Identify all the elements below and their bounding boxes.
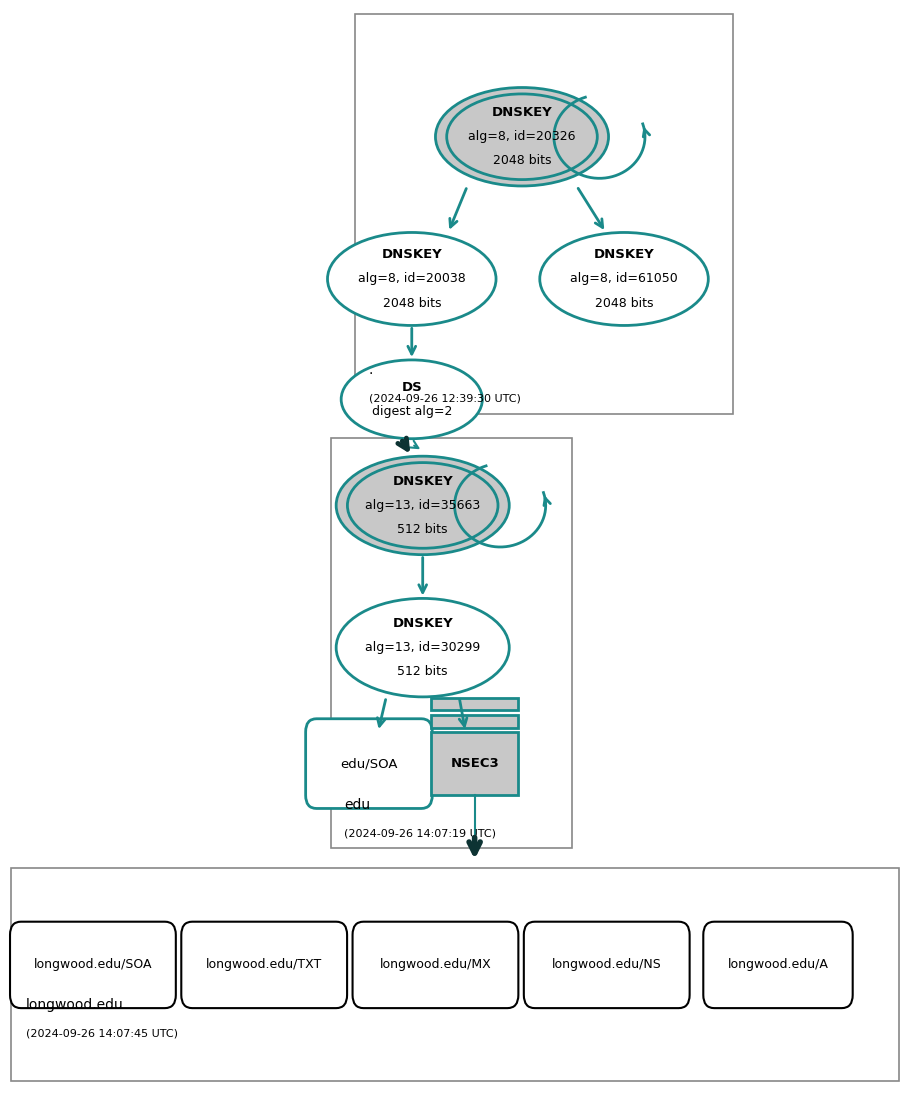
Text: DNSKEY: DNSKEY (393, 475, 453, 488)
FancyBboxPatch shape (331, 438, 572, 848)
Text: DNSKEY: DNSKEY (594, 248, 654, 261)
Text: (2024-09-26 14:07:19 UTC): (2024-09-26 14:07:19 UTC) (344, 828, 496, 838)
Text: DS: DS (402, 381, 422, 394)
FancyBboxPatch shape (181, 921, 347, 1009)
FancyBboxPatch shape (10, 921, 176, 1009)
Text: 2048 bits: 2048 bits (595, 296, 653, 310)
Text: 512 bits: 512 bits (397, 523, 448, 536)
FancyBboxPatch shape (306, 719, 433, 808)
Text: longwood.edu: longwood.edu (26, 998, 123, 1012)
FancyBboxPatch shape (355, 14, 733, 414)
Text: longwood.edu/NS: longwood.edu/NS (552, 958, 661, 971)
Text: alg=13, id=35663: alg=13, id=35663 (365, 499, 480, 512)
FancyBboxPatch shape (353, 921, 518, 1009)
Text: longwood.edu/A: longwood.edu/A (728, 958, 828, 971)
FancyBboxPatch shape (432, 714, 517, 728)
Text: alg=8, id=20326: alg=8, id=20326 (468, 130, 576, 143)
FancyBboxPatch shape (703, 921, 853, 1009)
FancyBboxPatch shape (432, 698, 517, 710)
Text: edu/SOA: edu/SOA (340, 757, 398, 770)
Text: alg=8, id=61050: alg=8, id=61050 (570, 272, 678, 286)
Ellipse shape (539, 233, 709, 326)
FancyBboxPatch shape (432, 732, 517, 795)
Text: digest alg=2: digest alg=2 (372, 405, 452, 418)
Text: alg=13, id=30299: alg=13, id=30299 (365, 641, 480, 654)
Text: (2024-09-26 14:07:45 UTC): (2024-09-26 14:07:45 UTC) (26, 1028, 178, 1038)
Text: longwood.edu/TXT: longwood.edu/TXT (206, 958, 322, 971)
FancyBboxPatch shape (524, 921, 690, 1009)
Ellipse shape (435, 88, 609, 186)
Text: DNSKEY: DNSKEY (492, 106, 552, 119)
Text: 512 bits: 512 bits (397, 665, 448, 678)
Text: (2024-09-26 12:39:30 UTC): (2024-09-26 12:39:30 UTC) (369, 394, 521, 404)
Text: NSEC3: NSEC3 (450, 757, 499, 770)
Text: .: . (369, 363, 374, 377)
Text: alg=8, id=20038: alg=8, id=20038 (358, 272, 466, 286)
Ellipse shape (341, 360, 483, 439)
Text: edu: edu (344, 798, 371, 812)
FancyBboxPatch shape (11, 868, 899, 1081)
Ellipse shape (336, 456, 509, 555)
Text: DNSKEY: DNSKEY (393, 617, 453, 630)
Ellipse shape (328, 233, 496, 326)
Ellipse shape (336, 598, 509, 697)
Text: longwood.edu/SOA: longwood.edu/SOA (34, 958, 152, 971)
Text: DNSKEY: DNSKEY (382, 248, 442, 261)
Text: 2048 bits: 2048 bits (383, 296, 441, 310)
Text: longwood.edu/MX: longwood.edu/MX (380, 958, 491, 971)
Text: 2048 bits: 2048 bits (493, 154, 551, 167)
